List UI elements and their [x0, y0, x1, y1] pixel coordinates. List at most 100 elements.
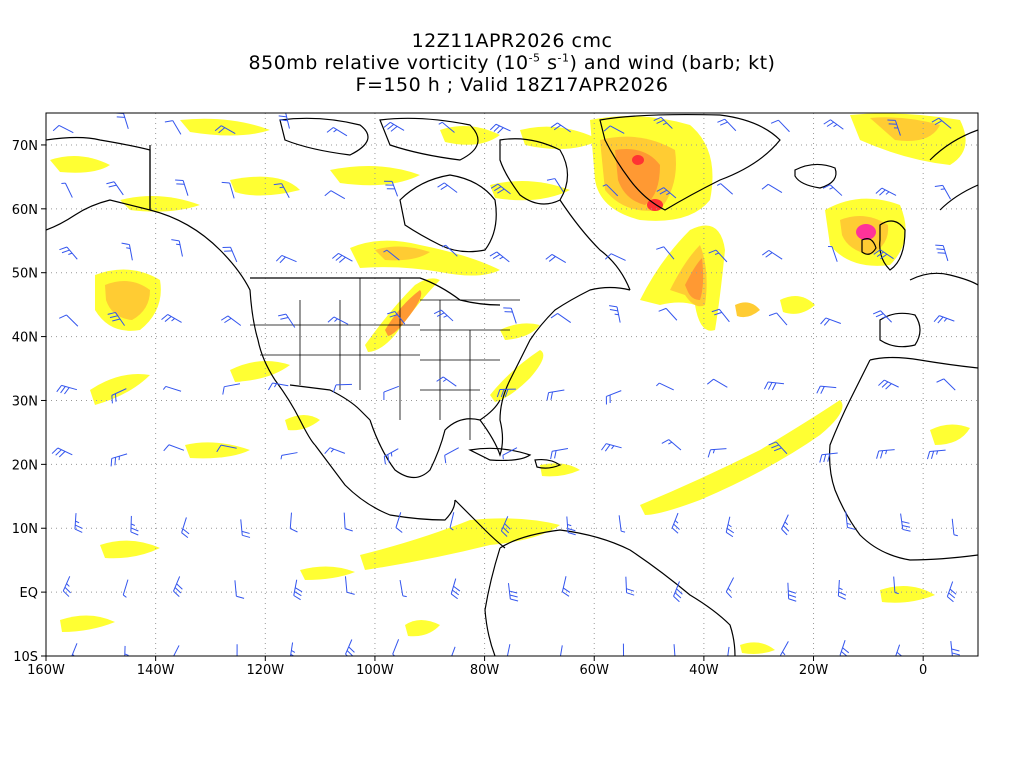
vort-area [330, 166, 420, 186]
wind-barb [222, 246, 238, 263]
wind-barb [293, 579, 303, 601]
wind-barb [289, 512, 298, 533]
vort-area [440, 126, 500, 145]
wind-barb [506, 644, 511, 656]
wind-barb [550, 313, 571, 323]
coastline-arctic-islands [279, 117, 369, 156]
coastline-british-isles [879, 220, 906, 271]
wind-barb [107, 311, 125, 326]
lat-label: 10N [12, 522, 38, 537]
coastline-alaska [46, 136, 151, 231]
coastline-labrador [559, 199, 631, 291]
vort-area [285, 415, 320, 431]
state-borders [250, 278, 520, 440]
title-field-exp2: -1 [557, 51, 570, 65]
border-us-canada [250, 277, 501, 306]
wind-barb [395, 512, 403, 533]
wind-barb [658, 307, 678, 321]
wind-barb [768, 441, 788, 455]
wind-barb [161, 314, 182, 323]
vorticity-shading [50, 113, 970, 654]
coastline-east-coast [479, 286, 631, 457]
wind-barb [175, 179, 189, 196]
wind-barb [437, 182, 458, 193]
wind-barb [727, 646, 730, 656]
title-line-valid: F=150 h ; Valid 18Z17APR2026 [355, 74, 669, 96]
lat-label: 40N [12, 331, 38, 346]
lon-label: 120W [246, 663, 284, 678]
vort-area [60, 615, 115, 632]
lon-label: 20W [799, 663, 829, 678]
wind-barb [71, 643, 78, 656]
wind-barb [220, 315, 242, 326]
wind-barb [618, 515, 626, 533]
wind-barb [895, 644, 903, 656]
wind-barb [234, 580, 245, 599]
wind-barb [171, 239, 183, 257]
wind-barb [122, 579, 129, 598]
vort-max [632, 155, 644, 165]
coastline-hudson-bay [399, 174, 497, 253]
lon-label: 140W [137, 663, 175, 678]
wind-barb [546, 389, 565, 401]
vort-area [50, 156, 110, 173]
wind-barb [936, 378, 956, 391]
wind-barb [441, 244, 458, 257]
coastline-scandinavia [929, 129, 978, 161]
wind-barb [603, 125, 625, 134]
latitude-labels: 70N 60N 50N 40N 30N 20N 10N EQ 10S [12, 139, 38, 665]
wind-barb [545, 253, 567, 264]
wind-barb [214, 125, 236, 134]
vort-area [230, 361, 290, 382]
wind-barb [124, 645, 129, 656]
title-field-exp1: -5 [528, 51, 541, 65]
vort-area [520, 126, 600, 149]
wind-barb [559, 645, 563, 656]
wind-barb [673, 581, 683, 603]
wind-barb [436, 376, 457, 387]
wind-barb [839, 640, 850, 656]
wind-barb [278, 313, 296, 328]
coastline-arctic-islands [499, 138, 569, 205]
wind-barb [490, 183, 511, 195]
wind-barb [546, 178, 564, 193]
vort-area [105, 281, 150, 320]
coastlines [46, 113, 978, 656]
wind-barb [278, 113, 290, 129]
wind-barb [324, 447, 346, 455]
coastline-south-america [499, 529, 736, 656]
coastline-mexico [314, 444, 456, 521]
wind-barb [561, 576, 571, 597]
wind-barb [761, 183, 783, 194]
coastline-iberia [879, 312, 921, 348]
wind-barb [828, 245, 838, 262]
wind-barb [383, 448, 399, 465]
lat-label: EQ [20, 586, 38, 601]
vort-area [350, 240, 500, 276]
wind-barb [845, 511, 856, 530]
wind-barb [873, 249, 894, 260]
lon-label: 100W [356, 663, 394, 678]
wind-barb [164, 120, 182, 135]
wind-barb [324, 190, 346, 200]
wind-barb [823, 119, 844, 130]
wind-barb [399, 579, 407, 598]
wind-barb [816, 385, 837, 394]
lon-label: 60W [580, 663, 610, 678]
wind-barb [876, 449, 895, 459]
wind-barb [878, 379, 899, 390]
wind-barb [345, 639, 355, 656]
wind-barb [280, 452, 298, 460]
lon-label: 160W [27, 663, 65, 678]
coastline-south-america [484, 547, 501, 656]
lat-label: 30N [12, 394, 38, 409]
wind-barb [622, 643, 625, 656]
wind-barb [384, 180, 399, 197]
wind-barb [661, 439, 682, 451]
coastline-scandinavia [939, 184, 978, 211]
wind-barb [875, 187, 897, 196]
wind-barb [653, 116, 673, 129]
vort-area [490, 181, 570, 201]
wind-barb [550, 448, 569, 460]
title-field-pre: 850mb relative vorticity (10 [248, 52, 529, 74]
